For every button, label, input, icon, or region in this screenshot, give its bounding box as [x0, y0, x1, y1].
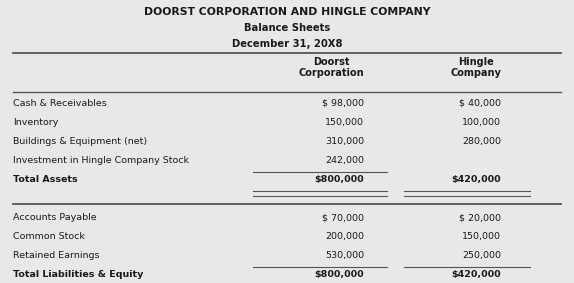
Text: Cash & Receivables: Cash & Receivables [13, 99, 107, 108]
Text: 150,000: 150,000 [325, 118, 364, 127]
Text: Total Liabilities & Equity: Total Liabilities & Equity [13, 270, 143, 279]
Text: 150,000: 150,000 [462, 232, 501, 241]
Text: $ 20,000: $ 20,000 [459, 213, 501, 222]
Text: DOORST CORPORATION AND HINGLE COMPANY: DOORST CORPORATION AND HINGLE COMPANY [144, 7, 430, 17]
Text: Retained Earnings: Retained Earnings [13, 251, 99, 260]
Text: Total Assets: Total Assets [13, 175, 77, 184]
Text: 530,000: 530,000 [325, 251, 364, 260]
Text: $800,000: $800,000 [315, 175, 364, 184]
Text: 100,000: 100,000 [462, 118, 501, 127]
Text: Buildings & Equipment (net): Buildings & Equipment (net) [13, 137, 147, 146]
Text: $ 40,000: $ 40,000 [459, 99, 501, 108]
Text: Common Stock: Common Stock [13, 232, 85, 241]
Text: Doorst
Corporation: Doorst Corporation [298, 57, 364, 78]
Text: $ 70,000: $ 70,000 [322, 213, 364, 222]
Text: Accounts Payable: Accounts Payable [13, 213, 96, 222]
Text: $420,000: $420,000 [452, 175, 501, 184]
Text: Hingle
Company: Hingle Company [451, 57, 501, 78]
Text: 242,000: 242,000 [325, 156, 364, 165]
Text: 280,000: 280,000 [462, 137, 501, 146]
Text: Balance Sheets: Balance Sheets [244, 23, 330, 33]
Text: 250,000: 250,000 [462, 251, 501, 260]
Text: $ 98,000: $ 98,000 [322, 99, 364, 108]
Text: $800,000: $800,000 [315, 270, 364, 279]
Text: 200,000: 200,000 [325, 232, 364, 241]
Text: $420,000: $420,000 [452, 270, 501, 279]
Text: December 31, 20X8: December 31, 20X8 [232, 39, 342, 49]
Text: Investment in Hingle Company Stock: Investment in Hingle Company Stock [13, 156, 189, 165]
Text: 310,000: 310,000 [325, 137, 364, 146]
Text: Inventory: Inventory [13, 118, 58, 127]
